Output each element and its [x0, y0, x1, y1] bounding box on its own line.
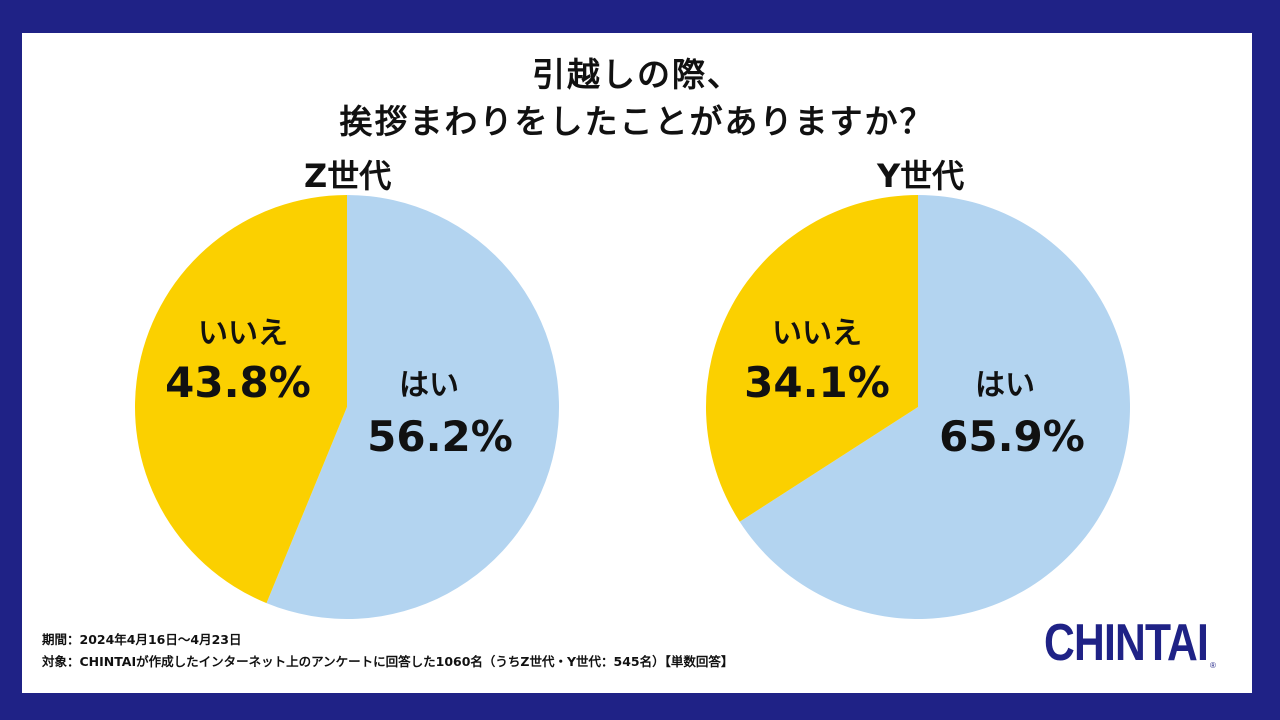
- survey-period: 期間：2024年4月16日〜4月23日: [42, 632, 242, 647]
- y-slice-value-yes: 65.9%: [939, 412, 1085, 461]
- chintai-logo: CHINTAI: [1044, 614, 1209, 672]
- z-slice-label-yes: はい: [399, 368, 459, 403]
- y-slice-label-yes: はい: [975, 368, 1035, 403]
- z-slice-value-yes: 56.2%: [367, 412, 513, 461]
- z-slice-label-no: いいえ: [198, 316, 288, 351]
- content-panel: 引越しの際、 挨拶まわりをしたことがありますか？ Z世代 Y世代 はい 56.2%…: [22, 33, 1252, 693]
- z-slice-value-no: 43.8%: [165, 358, 311, 407]
- registered-mark: ®: [1210, 661, 1216, 670]
- z-generation-label: Z世代: [304, 157, 392, 195]
- survey-target: 対象：CHINTAIが作成したインターネット上のアンケートに回答した1060名（…: [42, 654, 734, 669]
- chart-title-line1: 引越しの際、: [532, 55, 742, 94]
- z-slice-yes: [266, 195, 559, 619]
- y-slice-yes: [739, 195, 1130, 619]
- y-slice-label-no: いいえ: [772, 316, 862, 351]
- y-slice-no: [705, 195, 918, 522]
- z-generation-pie: はい 56.2% いいえ 43.8%: [134, 195, 559, 619]
- y-generation-label: Y世代: [877, 157, 965, 195]
- z-slice-no: [134, 195, 347, 604]
- chart-title-line2: 挨拶まわりをしたことがありますか？: [339, 102, 935, 141]
- pie-charts: はい 56.2% いいえ 43.8% はい 65.9% いいえ 34.1%: [134, 195, 1130, 619]
- y-generation-pie: はい 65.9% いいえ 34.1%: [705, 195, 1130, 619]
- y-slice-value-no: 34.1%: [744, 358, 890, 407]
